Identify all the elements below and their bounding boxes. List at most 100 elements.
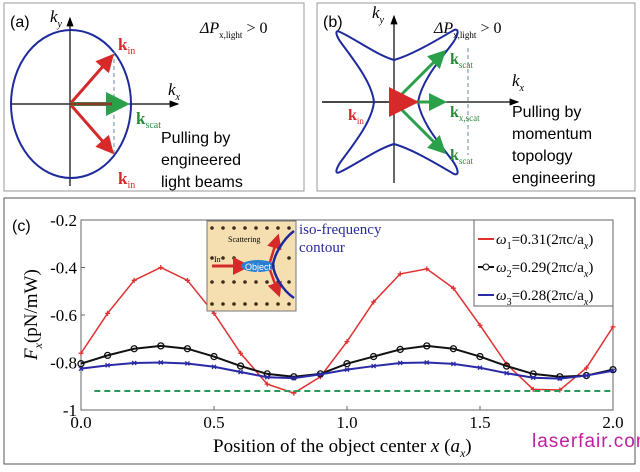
- lattice-dot: [210, 226, 214, 230]
- data-point: [530, 375, 536, 381]
- k-scat-label-bottom: kscat: [450, 147, 473, 166]
- legend-label: ω1=0.31(2πc/ax): [496, 232, 593, 252]
- y-tick-label: -0.8: [50, 354, 77, 373]
- legend-item-1: ω1=0.31(2πc/ax): [478, 232, 593, 252]
- data-point: [343, 360, 351, 368]
- data-point: [609, 365, 617, 374]
- object-label: Object: [245, 262, 272, 272]
- k-in-label-top: kin: [118, 35, 135, 57]
- caption-b-1: Pulling by: [512, 104, 581, 121]
- lattice-dot: [210, 280, 214, 284]
- data-point: [184, 277, 190, 283]
- ky-label: ky: [50, 7, 63, 30]
- data-point: [105, 362, 111, 368]
- panel-a-label: (a): [10, 14, 30, 31]
- lattice-dot: [254, 280, 258, 284]
- data-point: [158, 265, 164, 270]
- lattice-dot: [276, 226, 280, 230]
- panel-c: (c) -0.2 -0.4 -0.6 -0.8 -1 0.0 0.5 1.0 1.5 2.0 F…: [3, 197, 636, 465]
- scatter-arrow-up: [267, 233, 282, 263]
- lattice-dot: [210, 256, 214, 260]
- data-point: [211, 364, 217, 370]
- scattering-label: Scattering: [228, 235, 260, 244]
- data-point: [396, 345, 404, 354]
- data-point: [476, 352, 484, 361]
- lattice-dot: [276, 302, 280, 306]
- lattice-dot: [243, 302, 247, 306]
- k-scat-label: kscat: [136, 109, 161, 131]
- data-point: [238, 350, 244, 356]
- data-point: [477, 322, 483, 328]
- lattice-dot: [210, 302, 214, 306]
- data-point: [397, 271, 403, 277]
- caption-b-2: momentum: [512, 126, 592, 143]
- x-tick-label: 0.0: [70, 413, 91, 432]
- k-in-label-bottom: kin: [118, 169, 135, 191]
- lattice-dot: [243, 226, 247, 230]
- data-point: [557, 376, 563, 382]
- delta-p-label: ΔPx,light > 0: [199, 20, 267, 40]
- data-point: [264, 381, 270, 387]
- legend: ω1=0.31(2πc/ax) ω2=0.29(2πc/ax) ω3=0.28(2π…: [473, 219, 614, 308]
- inset-diagram: Object In Scattering iso-frequency conto…: [206, 220, 382, 312]
- lattice-dot: [265, 280, 269, 284]
- caption-a-1: Pulling by: [161, 130, 230, 147]
- data-point: [291, 375, 297, 381]
- x-tick-label: 1.5: [469, 413, 490, 432]
- legend-label: ω2=0.29(2πc/ax): [496, 260, 593, 280]
- panel-a: (a) ky kx ΔPx,light > 0 kin kin kscat Pu…: [3, 2, 305, 192]
- circle-contour: [10, 29, 132, 179]
- data-point: [583, 365, 589, 371]
- data-point: [77, 360, 85, 368]
- x-tick-label: 1.0: [336, 413, 357, 432]
- data-point: [424, 266, 430, 272]
- lattice-dot: [287, 302, 291, 306]
- data-point: [423, 342, 431, 350]
- kx-label-b: kx: [512, 71, 525, 94]
- y-axis-label: Fx(pN/mW): [21, 269, 45, 361]
- x-tick-label: 2.0: [602, 413, 623, 432]
- x-axis-label: Position of the object center x (ax): [213, 436, 472, 460]
- contour-label-1: iso-frequency: [299, 222, 382, 238]
- lattice-dot: [243, 280, 247, 284]
- caption-a-2: engineered: [161, 152, 241, 169]
- legend-box: [473, 219, 614, 307]
- panel-b-label: (b): [323, 14, 343, 31]
- panel-b: (b) ky kx ΔPx,light > 0 kin kscat kx,sca…: [316, 2, 636, 192]
- caption-a-3: light beams: [161, 174, 243, 191]
- k-in-arrow-down: [68, 103, 114, 155]
- series-line-2: [80, 344, 614, 378]
- data-point: [317, 371, 323, 377]
- inset-contour: [271, 230, 295, 300]
- y-tick-label: -1: [63, 401, 77, 420]
- panel-c-label: (c): [12, 218, 31, 235]
- lattice-dot: [265, 226, 269, 230]
- data-point: [556, 373, 564, 381]
- data-point: [291, 390, 297, 396]
- caption-b-3: topology: [512, 148, 573, 165]
- data-point: [583, 373, 589, 379]
- data-point: [610, 368, 616, 374]
- y-tick-label: -0.6: [50, 306, 77, 325]
- lattice-dot: [221, 280, 225, 284]
- data-point: [530, 386, 536, 392]
- data-point: [397, 360, 403, 366]
- data-point: [211, 310, 217, 316]
- data-point: [504, 370, 510, 376]
- delta-p-label-b: ΔPx,light > 0: [433, 20, 501, 40]
- lattice-dot: [287, 256, 291, 260]
- data-point: [371, 363, 377, 369]
- data-point: [344, 367, 350, 373]
- data-point: [183, 345, 192, 353]
- data-point: [78, 366, 84, 372]
- panel-a-frame: [3, 2, 305, 192]
- data-point: [450, 361, 456, 367]
- data-point: [371, 299, 377, 305]
- panel-c-frame: [3, 197, 636, 465]
- data-point: [130, 345, 138, 353]
- legend-marker: [482, 263, 490, 271]
- data-point: [344, 339, 350, 345]
- data-point: [131, 360, 137, 366]
- lattice-dot: [265, 302, 269, 306]
